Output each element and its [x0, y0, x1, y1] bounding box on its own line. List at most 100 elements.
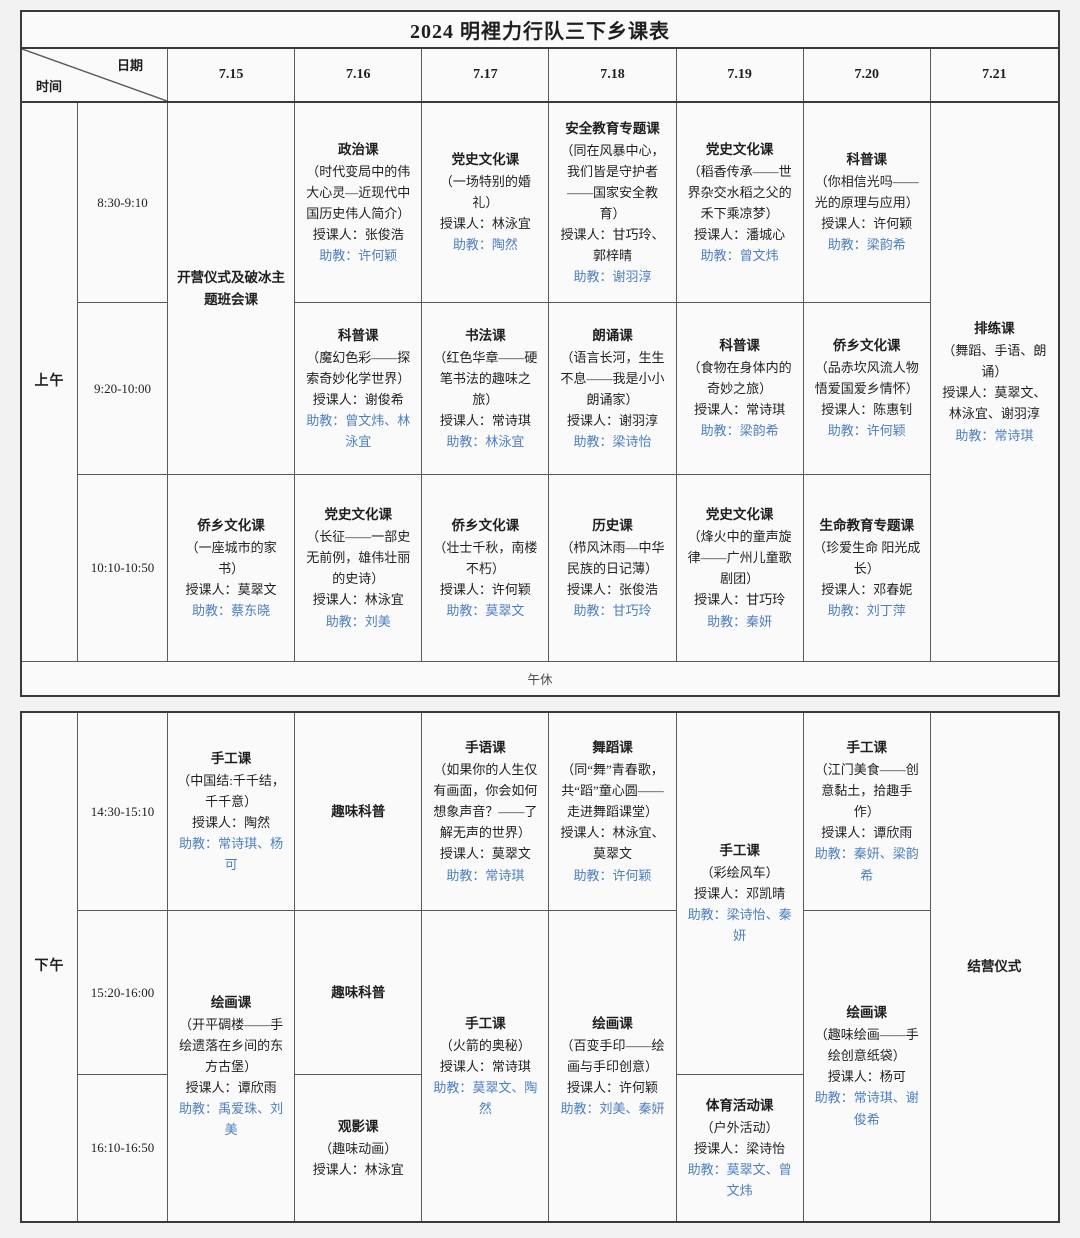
course-title: 手工课 [846, 740, 888, 756]
assistant-line: 助教：梁诗怡 [573, 434, 652, 449]
assistant-line: 助教：禹爱珠、刘美 [179, 1100, 284, 1138]
course-title: 生命教育专题课 [819, 517, 915, 533]
assistant-line: 助教：林泳宜 [446, 434, 525, 449]
course-cell: 手工课 （彩绘风车） 授课人：邓凯晴 助教：梁诗怡、秦妍 [676, 713, 804, 1075]
course-desc: （户外活动） [700, 1119, 779, 1135]
instructor-line: 授课人：甘巧玲、郭梓晴 [560, 226, 665, 263]
table-gap [20, 697, 1060, 711]
course-desc: （语言长河，生生不息——我是小小朗诵家） [560, 349, 665, 407]
instructor-line: 授课人：梁诗怡 [694, 1140, 786, 1156]
instructor-line: 授课人：邓春妮 [821, 581, 913, 597]
course-desc: （火箭的奥秘） [439, 1037, 531, 1053]
course-title: 手工课 [210, 750, 252, 766]
course-title: 侨乡文化课 [833, 338, 901, 354]
course-cell: 趣味科普 [295, 911, 423, 1075]
time-slot: 15:20-16:00 [78, 911, 168, 1075]
instructor-line: 授课人：张俊浩 [566, 581, 658, 597]
instructor-line: 授课人：杨可 [827, 1069, 906, 1085]
course-title: 党史文化课 [324, 507, 392, 523]
assistant-line: 助教：梁诗怡、秦妍 [687, 907, 792, 944]
course-desc: （同“舞”青春歌，共“蹈”童心圆——走进舞蹈课堂） [561, 762, 664, 820]
assistant-line: 助教：陶然 [452, 237, 518, 253]
instructor-line: 授课人：谢羽淳 [566, 412, 658, 428]
assistant-line: 助教：刘丁萍 [827, 602, 906, 618]
assistant-line: 助教：常诗琪 [955, 427, 1034, 443]
period-label-afternoon: 下午 [22, 713, 78, 1221]
assistant-line: 助教：刘美、秦妍 [560, 1100, 665, 1116]
assistant-line: 助教：甘巧玲 [573, 602, 652, 618]
afternoon-schedule-table: 下午 14:30-15:10 15:20-16:00 16:10-16:50 手… [20, 711, 1060, 1223]
course-cell: 手工课 （中国结:千千结，千千意） 授课人：陶然 助教：常诗琪、杨可 [168, 713, 296, 911]
course-cell: 手工课 （火箭的奥秘） 授课人：常诗琪 助教：莫翠文、陶然 [422, 911, 550, 1221]
course-title: 历史课 [592, 517, 633, 533]
course-cell: 安全教育专题课 （同在风暴中心，我们皆是守护者——国家安全教育） 授课人：甘巧玲… [549, 103, 677, 303]
course-title: 手语课 [465, 740, 506, 756]
assistant-line: 助教：许何颖 [319, 248, 398, 263]
course-cell: 历史课 （栉风沐雨—中华民族的日记薄） 授课人：张俊浩 助教：甘巧玲 [549, 475, 677, 661]
date-label: 日期 [116, 58, 143, 73]
course-desc: （中国结:千千结，千千意） [177, 772, 285, 809]
lunch-break-row: 午休 [22, 661, 1058, 695]
course-title: 开营仪式及破冰主题班会课 [177, 269, 286, 307]
course-desc: （趣味绘画——手绘创意纸袋） [814, 1027, 919, 1064]
course-cell: 党史文化课 （稻香传承——世界杂交水稻之父的禾下乘凉梦） 授课人：潘城心 助教：… [676, 103, 804, 303]
course-desc: （壮士千秋，南楼不朽） [433, 539, 538, 576]
instructor-line: 授课人：林泳宜、莫翠文 [560, 825, 665, 862]
course-cell: 趣味科普 [295, 713, 423, 911]
assistant-line: 助教：秦妍 [707, 613, 773, 629]
diagonal-line [22, 49, 167, 101]
course-cell: 绘画课 （开平碉楼——手绘遗落在乡间的东方古堡） 授课人：谭欣雨 助教：禹爱珠、… [168, 911, 296, 1221]
course-title: 绘画课 [210, 994, 252, 1010]
assistant-line: 助教：梁韵希 [827, 237, 906, 253]
page-title: 2024 明裡力行队三下乡课表 [22, 12, 1058, 49]
header-row: 日期 时间 7.15 7.16 7.17 7.18 7.19 7.20 7.21 [22, 49, 1058, 103]
course-cell: 绘画课 （百变手印——绘画与手印创意） 授课人：许何颖 助教：刘美、秦妍 [549, 911, 677, 1221]
instructor-line: 授课人：莫翠文 [185, 581, 277, 597]
course-desc: （你相信光吗——光的原理与应用） [814, 174, 919, 211]
instructor-line: 授课人：许何颖 [566, 1079, 658, 1095]
date-header: 7.15 [168, 49, 296, 101]
course-desc: （舞蹈、手语、朗诵） [942, 343, 1047, 380]
assistant-line: 助教：曾文炜 [700, 248, 779, 263]
assistant-line: 助教：常诗琪、杨可 [179, 835, 284, 872]
course-cell: 排练课 （舞蹈、手语、朗诵） 授课人：莫翠文、林泳宜、谢羽淳 助教：常诗琪 [931, 103, 1058, 661]
course-cell: 党史文化课 （烽火中的童声旋律——广州儿童歌剧团） 授课人：甘巧玲 助教：秦妍 [677, 475, 804, 661]
instructor-line: 授课人：莫翠文、林泳宜、谢羽淳 [942, 385, 1047, 422]
course-cell: 科普课 （食物在身体内的奇妙之旅） 授课人：常诗琪 助教：梁韵希 [676, 303, 804, 475]
course-cell: 结营仪式 [931, 713, 1058, 1221]
instructor-line: 授课人：莫翠文 [439, 846, 531, 862]
course-cell: 科普课 （魔幻色彩——探索奇妙化学世界） 授课人：谢俊希 助教：曾文炜、林泳宜 [295, 303, 423, 475]
assistant-line: 助教：梁韵希 [700, 423, 779, 439]
date-header: 7.20 [804, 49, 931, 101]
instructor-line: 授课人：林泳宜 [439, 216, 531, 232]
course-desc: （长征——一部史无前例，雄伟壮丽的史诗） [306, 529, 411, 587]
time-slot: 9:20-10:00 [78, 303, 168, 475]
instructor-line: 授课人：张俊浩 [312, 226, 404, 242]
instructor-line: 授课人：潘城心 [694, 226, 786, 242]
date-header: 7.21 [982, 67, 1007, 82]
course-title: 侨乡文化课 [451, 517, 520, 533]
instructor-line: 授课人：常诗琪 [439, 1058, 531, 1074]
course-desc: （同在风暴中心，我们皆是守护者——国家安全教育） [560, 142, 665, 221]
course-cell: 科普课 （你相信光吗——光的原理与应用） 授课人：许何颖 助教：梁韵希 [803, 103, 931, 303]
course-title: 朗诵课 [592, 327, 633, 343]
instructor-line: 授课人：常诗琪 [439, 412, 531, 428]
course-title: 体育活动课 [705, 1097, 774, 1113]
course-cell: 生命教育专题课 （珍爱生命 阳光成长） 授课人：邓春妮 助教：刘丁萍 [804, 475, 931, 661]
date-header: 7.19 [677, 49, 804, 101]
course-title: 科普课 [846, 152, 888, 168]
instructor-line: 授课人：邓凯晴 [694, 886, 786, 902]
course-desc: （一场特别的婚礼） [439, 174, 531, 211]
course-cell: 绘画课 （趣味绘画——手绘创意纸袋） 授课人：杨可 助教：常诗琪、谢俊希 [804, 911, 931, 1221]
course-desc: （珍爱生命 阳光成长） [813, 539, 921, 576]
course-title: 绘画课 [592, 1015, 633, 1031]
date-header: 7.18 [549, 49, 677, 101]
course-desc: （栉风沐雨—中华民族的日记薄） [560, 539, 665, 576]
course-cell: 体育活动课 （户外活动） 授课人：梁诗怡 助教：莫翠文、曾文炜 [677, 1075, 804, 1221]
course-cell: 手语课 （如果你的人生仅有画面，你会如何想象声音？——了解无声的世界） 授课人：… [422, 713, 550, 911]
course-cell: 朗诵课 （语言长河，生生不息——我是小小朗诵家） 授课人：谢羽淳 助教：梁诗怡 [549, 303, 677, 475]
course-desc: （一座城市的家书） [185, 539, 277, 576]
time-slot: 10:10-10:50 [78, 475, 168, 661]
instructor-line: 授课人：甘巧玲 [694, 592, 786, 608]
morning-schedule-table: 2024 明裡力行队三下乡课表 日期 时间 7.15 7.16 7.17 7.1… [20, 10, 1060, 697]
